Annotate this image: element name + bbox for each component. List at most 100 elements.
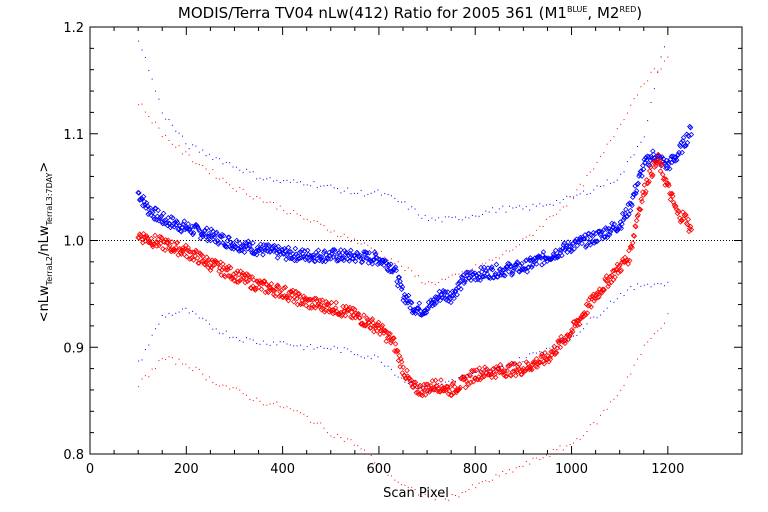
data-point [457,278,463,284]
data-point [418,389,425,396]
std-point [370,247,372,249]
data-point [297,293,303,299]
data-point [174,239,181,246]
std-point [320,422,322,424]
std-point [286,179,288,181]
data-point [585,303,591,309]
std-point [377,252,379,254]
std-point [485,369,487,371]
data-point [146,239,152,246]
std-point [525,206,527,208]
std-point [623,295,625,297]
std-point [508,250,510,252]
std-point [360,448,362,450]
std-point [532,234,534,236]
std-point [181,363,183,365]
std-point [603,152,605,154]
data-point [547,356,554,362]
data-point [305,297,312,303]
std-point [394,374,396,376]
data-point [331,307,337,313]
data-point [282,284,289,291]
data-point [415,305,422,312]
data-point [616,262,623,269]
data-point [522,368,528,374]
data-point [200,253,206,260]
std-point [316,187,318,189]
std-point [444,278,446,280]
std-point [198,164,200,166]
std-point [249,196,251,198]
std-point [306,184,308,186]
std-point [434,219,436,221]
data-point [244,245,251,252]
data-point [583,244,589,250]
std-point [390,368,392,370]
data-point [518,371,524,378]
std-point [593,422,595,424]
data-point [666,182,672,189]
std-point [478,371,480,373]
std-point [165,118,167,120]
std-point [347,187,349,189]
data-point [466,275,473,281]
std-point [229,162,231,164]
std-point [535,352,537,354]
std-point [195,145,197,147]
std-point [593,189,595,191]
data-point [463,269,470,276]
data-point [682,142,688,149]
std-point [212,382,214,384]
std-point [438,217,440,219]
data-point [510,361,517,367]
std-point [347,348,349,350]
std-point [188,148,190,150]
std-point [367,355,369,357]
data-point [592,295,598,302]
std-point [475,487,477,489]
data-point [634,213,641,219]
data-point [333,299,339,306]
data-point [174,219,181,226]
data-point [190,257,197,263]
std-point [653,283,655,285]
std-point [444,381,446,383]
data-point [416,300,423,307]
data-point [425,383,432,390]
std-point [613,398,615,400]
data-point [413,389,420,396]
data-point [422,392,429,398]
data-point [626,257,633,264]
data-point [257,278,263,284]
data-point [152,232,158,239]
std-point [394,479,396,481]
std-point [293,410,295,412]
std-point [161,112,163,114]
data-point [603,226,610,233]
std-point [161,358,163,360]
std-point [161,315,163,317]
std-point [208,376,210,378]
std-point [155,121,157,123]
std-point [417,388,419,390]
std-point [195,366,197,368]
std-point [637,145,639,147]
data-point [346,258,353,264]
data-point [225,234,232,241]
std-point [353,354,355,356]
data-point [186,248,192,255]
data-point [653,163,659,169]
data-point [423,309,430,316]
data-point [448,299,454,306]
data-point [612,274,618,280]
data-point [438,377,444,383]
data-point [162,247,168,254]
std-point [225,330,227,332]
data-point [633,223,639,230]
std-point [171,143,173,145]
data-point [540,249,547,255]
data-point [629,244,635,251]
std-point [138,360,140,362]
std-point [363,242,365,244]
std-point [647,283,649,285]
